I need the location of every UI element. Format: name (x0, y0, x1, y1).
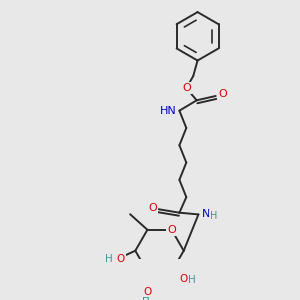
Text: O: O (148, 203, 157, 213)
Text: H: H (142, 294, 150, 300)
Text: O: O (218, 89, 227, 99)
Text: O: O (143, 286, 152, 297)
Text: H: H (188, 275, 196, 285)
Text: O: O (182, 83, 191, 93)
Text: H: H (106, 254, 113, 264)
Text: O: O (180, 274, 188, 284)
Text: H: H (210, 211, 217, 221)
Text: N: N (202, 209, 210, 219)
Text: O: O (167, 225, 176, 235)
Text: O: O (116, 254, 125, 263)
Text: HN: HN (160, 106, 177, 116)
